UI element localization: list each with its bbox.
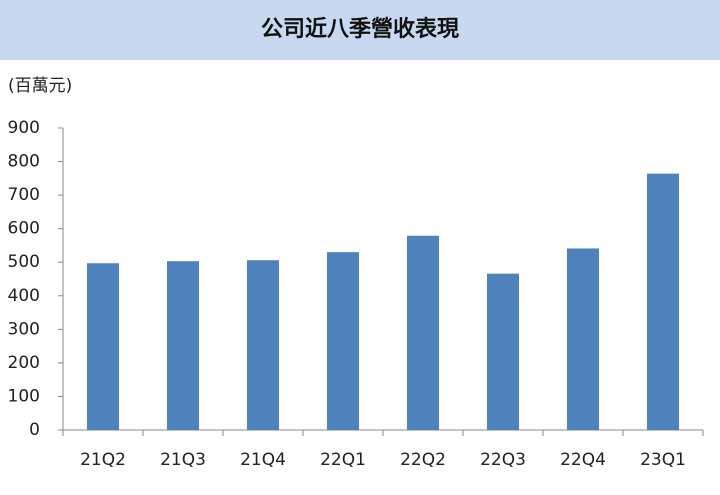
y-tick-label: 800 (8, 152, 40, 172)
bar (407, 235, 439, 430)
bar (247, 260, 279, 430)
y-tick-label: 700 (8, 185, 40, 205)
bar (87, 263, 119, 430)
chart-title: 公司近八季營收表現 (261, 16, 459, 42)
x-tick-label: 21Q2 (80, 450, 126, 470)
bar (327, 252, 359, 430)
x-tick-label: 22Q4 (560, 450, 606, 470)
y-tick-label: 300 (8, 319, 40, 339)
y-tick-label: 0 (29, 420, 40, 440)
bar (647, 173, 679, 430)
bar (567, 248, 599, 430)
bar (167, 261, 199, 430)
x-tick-label: 22Q3 (480, 450, 526, 470)
bar (487, 273, 519, 430)
x-tick-label: 23Q1 (640, 450, 686, 470)
y-axis-label: (百萬元) (8, 76, 72, 96)
y-tick-label: 100 (8, 386, 40, 406)
title-bar (0, 0, 720, 60)
y-tick-label: 900 (8, 118, 40, 138)
y-tick-label: 500 (8, 252, 40, 272)
y-tick-label: 200 (8, 353, 40, 373)
x-tick-label: 21Q3 (160, 450, 206, 470)
x-tick-label: 22Q1 (320, 450, 366, 470)
y-tick-label: 600 (8, 219, 40, 239)
x-tick-label: 21Q4 (240, 450, 286, 470)
y-tick-label: 400 (8, 286, 40, 306)
x-tick-label: 22Q2 (400, 450, 446, 470)
